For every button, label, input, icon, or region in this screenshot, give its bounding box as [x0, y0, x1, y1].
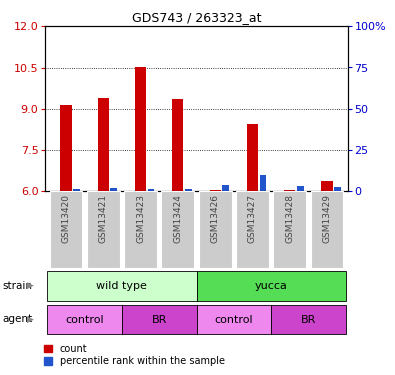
Bar — [197, 271, 346, 301]
Legend: count, percentile rank within the sample: count, percentile rank within the sample — [40, 340, 229, 370]
Bar — [124, 191, 157, 268]
Text: GSM13429: GSM13429 — [323, 194, 331, 243]
Bar — [284, 190, 295, 191]
Bar — [210, 190, 221, 191]
Bar — [271, 305, 346, 334]
Text: control: control — [214, 315, 253, 325]
Bar — [162, 191, 194, 268]
Bar — [185, 189, 192, 191]
Text: BR: BR — [301, 315, 316, 325]
Text: agent: agent — [2, 315, 32, 324]
Bar — [334, 187, 341, 191]
Bar — [98, 98, 109, 191]
Text: GSM13421: GSM13421 — [99, 194, 108, 243]
Bar — [222, 186, 229, 191]
Text: ▶: ▶ — [27, 281, 34, 290]
Text: strain: strain — [2, 281, 32, 291]
Bar — [122, 305, 197, 334]
Bar — [73, 189, 80, 191]
Text: GSM13423: GSM13423 — [136, 194, 145, 243]
Bar — [236, 191, 269, 268]
Bar — [49, 191, 83, 268]
Title: GDS743 / 263323_at: GDS743 / 263323_at — [132, 11, 261, 24]
Text: GSM13424: GSM13424 — [173, 194, 182, 243]
Bar — [322, 181, 333, 191]
Bar — [247, 124, 258, 191]
Bar — [47, 305, 122, 334]
Bar — [47, 271, 197, 301]
Bar — [172, 99, 183, 191]
Text: GSM13427: GSM13427 — [248, 194, 257, 243]
Text: GSM13428: GSM13428 — [285, 194, 294, 243]
Bar — [148, 189, 154, 191]
Bar — [260, 175, 266, 191]
Bar — [273, 191, 306, 268]
Bar — [135, 67, 146, 191]
Bar — [197, 305, 271, 334]
Text: BR: BR — [152, 315, 167, 325]
Text: ▶: ▶ — [27, 315, 34, 324]
Bar — [110, 188, 117, 191]
Text: yucca: yucca — [255, 281, 288, 291]
Bar — [297, 186, 304, 191]
Bar — [87, 191, 120, 268]
Text: wild type: wild type — [96, 281, 147, 291]
Text: GSM13420: GSM13420 — [62, 194, 70, 243]
Bar — [60, 105, 71, 191]
Text: GSM13426: GSM13426 — [211, 194, 220, 243]
Bar — [199, 191, 231, 268]
Bar — [311, 191, 344, 268]
Text: control: control — [65, 315, 104, 325]
